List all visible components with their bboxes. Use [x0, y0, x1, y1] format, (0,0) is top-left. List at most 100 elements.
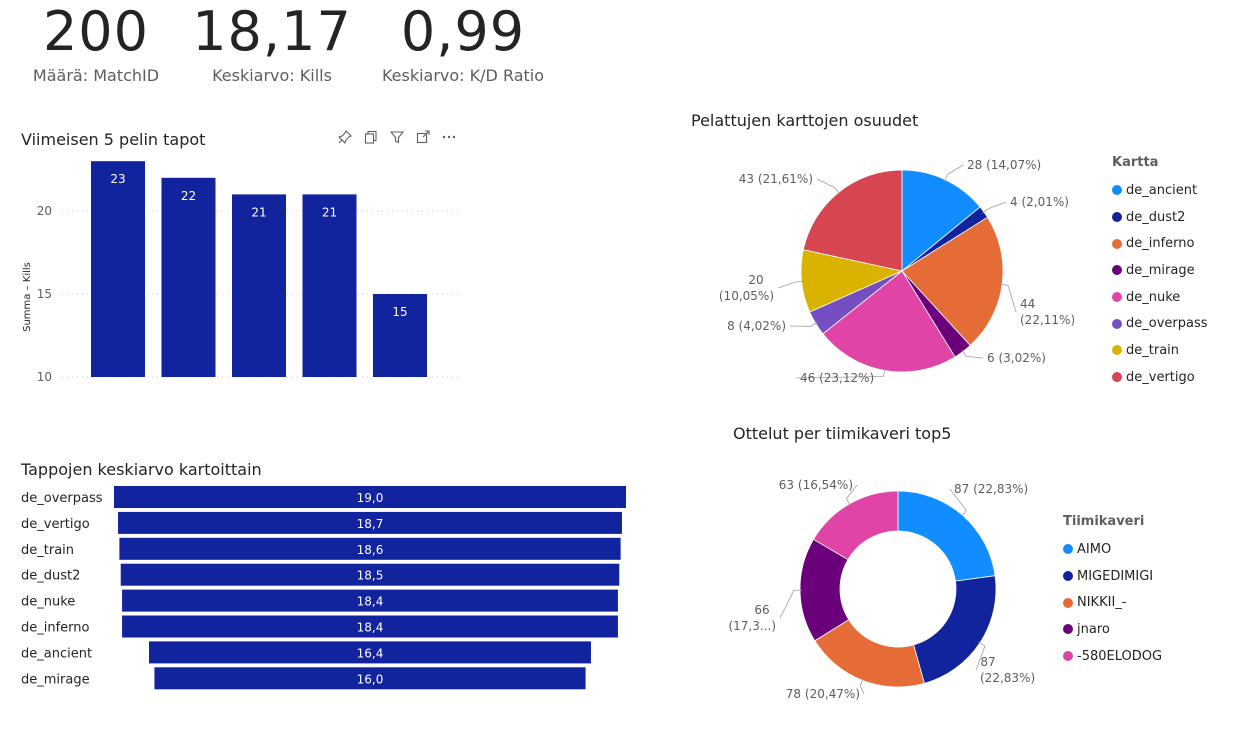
funnel-category-label: de_dust2	[21, 569, 80, 584]
kpi-label: Määrä: MatchID	[32, 66, 160, 85]
kpi-card-matches: 200 Määrä: MatchID	[30, 0, 162, 85]
legend-label: de_overpass	[1126, 316, 1208, 332]
legend-marker	[1063, 597, 1073, 608]
expand-icon[interactable]	[414, 130, 432, 148]
legend-item[interactable]: de_inferno	[1112, 230, 1208, 257]
slice-data-label: 28 (14,07%)	[967, 158, 1041, 172]
legend-marker	[1112, 185, 1122, 196]
funnel-data-label: 18,7	[357, 517, 384, 531]
last-games-bar-chart: 10 15 20 Summa – Kills 23 22 21 21 15	[22, 161, 460, 384]
funnel-bar	[122, 589, 618, 612]
leader-line	[975, 641, 986, 671]
legend-item[interactable]: de_nuke	[1112, 284, 1208, 311]
funnel-data-label: 18,6	[357, 543, 384, 557]
funnel-bar	[118, 511, 622, 534]
slice-data-label: 4 (2,01%)	[1010, 195, 1069, 209]
funnel-data-label: 16,4	[357, 646, 384, 660]
legend-marker	[1112, 292, 1122, 303]
legend-item[interactable]: AIMO	[1063, 536, 1162, 563]
avg-kills-funnel-chart: de_overpass 19,0 de_vertigo 18,7 de_train 18,…	[21, 486, 626, 690]
funnel-data-label: 18,5	[357, 569, 384, 583]
slice-data-label: 44	[1020, 297, 1035, 311]
bar	[161, 177, 216, 377]
legend-marker	[1112, 318, 1122, 329]
kpi-label: Keskiarvo: Kills	[212, 66, 332, 85]
pin-icon[interactable]	[336, 130, 354, 148]
legend-item[interactable]: de_train	[1112, 337, 1208, 364]
legend-label: de_ancient	[1126, 182, 1198, 198]
legend-label: de_train	[1126, 342, 1180, 358]
bar-data-label: 21	[322, 205, 337, 219]
map-share-pie-chart: 28 (14,07%) 4 (2,01%) 44 (22,11%) 6 (3,02%) 4…	[719, 158, 1075, 385]
leader-line	[943, 164, 964, 182]
legend-marker	[1112, 372, 1122, 383]
leader-line	[816, 178, 841, 195]
leader-line	[845, 484, 858, 506]
funnel-data-label: 18,4	[357, 621, 384, 635]
legend-label: de_dust2	[1126, 209, 1186, 225]
leader-line	[859, 678, 865, 695]
y-tick-label: 10	[37, 370, 52, 384]
chart-title-last-games: Viimeisen 5 pelin tapot	[21, 130, 206, 149]
legend-marker	[1063, 544, 1073, 555]
legend-item[interactable]: de_ancient	[1112, 177, 1208, 204]
legend-item[interactable]: MIGEDIMIGI	[1063, 563, 1162, 590]
legend-item[interactable]: de_overpass	[1112, 310, 1208, 337]
slice-data-label: 20	[748, 273, 763, 287]
legend-label: -580ELODOG	[1077, 648, 1163, 664]
funnel-data-label: 16,0	[357, 672, 384, 686]
funnel-category-label: de_train	[21, 543, 74, 558]
legend-item[interactable]: -580ELODOG	[1063, 643, 1162, 670]
legend-label: jnaro	[1077, 621, 1110, 637]
bar	[302, 194, 357, 377]
pie-slice	[897, 490, 996, 582]
teammate-legend: Tiimikaveri AIMO MIGEDIMIGI NIKKII_-jnaro -5…	[1063, 514, 1162, 669]
funnel-bar	[122, 615, 618, 638]
legend-item[interactable]: de_vertigo	[1112, 364, 1208, 391]
kpi-value: 18,17	[192, 0, 352, 63]
funnel-category-label: de_vertigo	[21, 517, 90, 532]
legend-label: MIGEDIMIGI	[1077, 568, 1154, 584]
slice-data-label: (17,3...)	[728, 619, 776, 633]
legend-marker	[1063, 624, 1073, 635]
slice-data-label: 46 (23,12%)	[800, 371, 874, 385]
kpi-card-kd-ratio: 0,99 Keskiarvo: K/D Ratio	[380, 0, 546, 85]
leader-line	[779, 589, 803, 619]
y-tick-label: 15	[37, 287, 52, 301]
legend-item[interactable]: de_mirage	[1112, 257, 1208, 284]
legend-item[interactable]: NIKKII_-	[1063, 589, 1162, 616]
chart-title-teammates: Ottelut per tiimikaveri top5	[733, 424, 952, 443]
legend-title: Tiimikaveri	[1063, 514, 1145, 529]
legend-title: Kartta	[1112, 155, 1159, 170]
slice-data-label: 6 (3,02%)	[987, 351, 1046, 365]
slice-data-label: 66	[754, 603, 769, 617]
kpi-label: Keskiarvo: K/D Ratio	[381, 66, 545, 85]
leader-line	[795, 368, 886, 379]
slice-data-label: 8 (4,02%)	[727, 319, 786, 333]
filter-icon[interactable]	[388, 130, 406, 148]
legend-marker	[1112, 345, 1122, 356]
y-tick-label: 20	[37, 204, 52, 218]
legend-item[interactable]: de_dust2	[1112, 204, 1208, 231]
legend-label: NIKKII_-	[1077, 595, 1127, 611]
more-options-icon[interactable]	[440, 130, 458, 148]
leader-line	[949, 488, 967, 517]
legend-item[interactable]: jnaro	[1063, 616, 1162, 643]
leader-line	[777, 280, 804, 289]
funnel-category-label: de_overpass	[21, 491, 103, 506]
copy-icon[interactable]	[362, 130, 380, 148]
legend-marker	[1112, 212, 1122, 223]
map-legend: Kartta de_ancient de_dust2 de_inferno de_mir…	[1112, 155, 1208, 391]
legend-marker	[1063, 571, 1073, 582]
funnel-bar	[114, 486, 626, 508]
slice-data-label: (22,11%)	[1020, 313, 1075, 327]
bar-data-label: 23	[110, 172, 125, 186]
chart-title-map-share: Pelattujen karttojen osuudet	[691, 111, 919, 130]
bar-data-label: 22	[181, 189, 196, 203]
funnel-category-label: de_inferno	[21, 621, 90, 636]
funnel-bar	[120, 563, 620, 586]
funnel-data-label: 18,4	[357, 595, 384, 609]
slice-data-label: 63 (16,54%)	[779, 478, 853, 492]
slice-data-label: 78 (20,47%)	[786, 687, 860, 701]
leader-line	[982, 201, 1007, 214]
